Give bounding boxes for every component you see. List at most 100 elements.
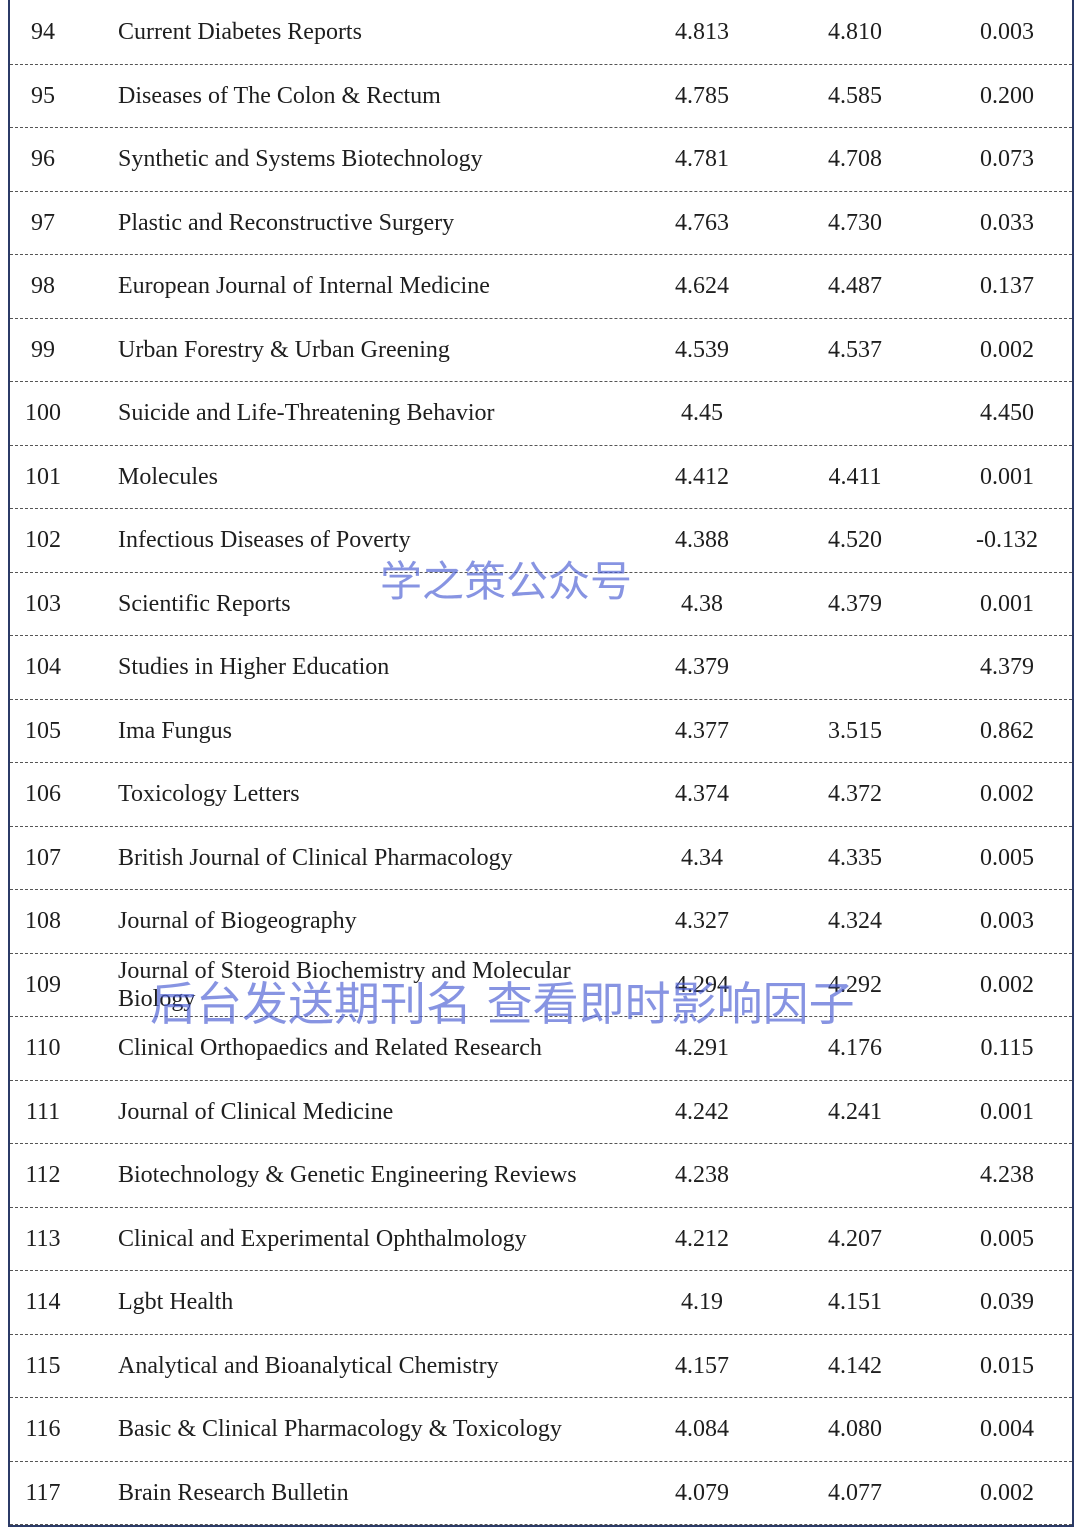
- rank: 104: [25, 654, 61, 680]
- journal-name: Studies in Higher Education: [118, 654, 390, 680]
- value-cell: 0.001: [980, 1098, 1034, 1125]
- rank: 94: [31, 19, 55, 45]
- table-row: 108 Journal of Biogeography 4.327 4.324 0.00…: [10, 890, 1072, 954]
- table-row: 97 Plastic and Reconstructive Surgery 4.76…: [10, 192, 1072, 255]
- table-row: 113 Clinical and Experimental Ophthalmolo…: [10, 1208, 1072, 1271]
- table-row: 96 Synthetic and Systems Biotechnology 4.7…: [10, 128, 1072, 192]
- journal-name: Clinical and Experimental Ophthalmology: [118, 1225, 527, 1252]
- journal-name: Ima Fungus: [118, 717, 232, 744]
- journal-name: Journal of Biogeography: [118, 908, 357, 934]
- value-cell: 4.379: [828, 590, 882, 617]
- rank: 117: [25, 1479, 61, 1506]
- value-cell: 4.292: [828, 971, 882, 998]
- rank: 97: [31, 209, 55, 236]
- journal-name: Basic & Clinical Pharmacology & Toxicolo…: [118, 1416, 562, 1442]
- journal-name: Toxicology Letters: [118, 781, 300, 807]
- value-cell: 0.002: [980, 781, 1034, 807]
- table-row: 107 British Journal of Clinical Pharmacol…: [10, 827, 1072, 890]
- journal-name: British Journal of Clinical Pharmacology: [118, 844, 513, 871]
- rank: 107: [25, 844, 61, 871]
- value-cell: 4.624: [675, 273, 729, 299]
- value-cell: 0.002: [980, 336, 1034, 363]
- journal-name: Journal of Clinical Medicine: [118, 1098, 394, 1125]
- value-cell: 4.487: [828, 273, 882, 299]
- table-row: 117 Brain Research Bulletin 4.079 4.077 0.00…: [10, 1462, 1072, 1525]
- value-cell: 4.450: [980, 400, 1034, 426]
- table-row: 99 Urban Forestry & Urban Greening 4.539 4.…: [10, 319, 1072, 382]
- rank: 116: [25, 1416, 61, 1442]
- rank: 114: [25, 1289, 61, 1315]
- value-cell: 4.079: [675, 1479, 729, 1506]
- value-cell: 0.039: [980, 1289, 1034, 1315]
- value-cell: 0.003: [980, 908, 1034, 934]
- table-row: 105 Ima Fungus 4.377 3.515 0.862: [10, 700, 1072, 763]
- journal-name: Current Diabetes Reports: [118, 19, 362, 45]
- value-cell: 0.002: [980, 1479, 1034, 1506]
- value-cell: 4.335: [828, 844, 882, 871]
- value-cell: 4.157: [675, 1352, 729, 1379]
- watermark: 学之策公众号: [380, 557, 633, 606]
- value-cell: 4.327: [675, 908, 729, 934]
- value-cell: 4.374: [675, 781, 729, 807]
- journal-name: Suicide and Life-Threatening Behavior: [118, 400, 495, 426]
- value-cell: 4.730: [828, 209, 882, 236]
- value-cell: 0.015: [980, 1352, 1034, 1379]
- journal-name: Molecules: [118, 463, 218, 490]
- value-cell: 0.005: [980, 1225, 1034, 1252]
- value-cell: 4.781: [675, 146, 729, 172]
- rank: 106: [25, 781, 61, 807]
- table-frame: [8, 0, 1074, 1527]
- value-cell: 4.19: [681, 1289, 723, 1315]
- value-cell: 4.412: [675, 463, 729, 490]
- table-row: 106 Toxicology Letters 4.374 4.372 0.002: [10, 763, 1072, 827]
- value-cell: 4.238: [675, 1162, 729, 1188]
- value-cell: 4.084: [675, 1416, 729, 1442]
- rank: 101: [25, 463, 61, 490]
- value-cell: 4.520: [828, 527, 882, 553]
- table-row: 110 Clinical Orthopaedics and Related Res…: [10, 1017, 1072, 1081]
- journal-name: European Journal of Internal Medicine: [118, 273, 490, 299]
- journal-name: Infectious Diseases of Poverty: [118, 527, 411, 553]
- value-cell: 4.379: [980, 654, 1034, 680]
- table-row: 94 Current Diabetes Reports 4.813 4.810 0.00…: [10, 1, 1072, 65]
- value-cell: 0.115: [980, 1035, 1034, 1061]
- value-cell: 4.38: [681, 590, 723, 617]
- table-row: 116 Basic & Clinical Pharmacology & Toxic…: [10, 1398, 1072, 1462]
- journal-name: Scientific Reports: [118, 590, 291, 617]
- value-cell: 4.080: [828, 1416, 882, 1442]
- table-row: 111 Journal of Clinical Medicine 4.242 4.24…: [10, 1081, 1072, 1144]
- value-cell: 0.033: [980, 209, 1034, 236]
- value-cell: 4.207: [828, 1225, 882, 1252]
- value-cell: 4.077: [828, 1479, 882, 1506]
- value-cell: 4.34: [681, 844, 723, 871]
- value-cell: 4.379: [675, 654, 729, 680]
- table-row: 98 European Journal of Internal Medicine 4…: [10, 255, 1072, 319]
- table-row: 95 Diseases of The Colon & Rectum 4.785 4.5…: [10, 65, 1072, 128]
- value-cell: 0.862: [980, 717, 1034, 744]
- value-cell: -0.132: [976, 527, 1038, 553]
- rank: 100: [25, 400, 61, 426]
- table-row: 114 Lgbt Health 4.19 4.151 0.039: [10, 1271, 1072, 1335]
- rank: 105: [25, 717, 61, 744]
- rank: 96: [31, 146, 55, 172]
- journal-name: Synthetic and Systems Biotechnology: [118, 146, 483, 172]
- value-cell: 0.004: [980, 1416, 1034, 1442]
- journal-name: Clinical Orthopaedics and Related Resear…: [118, 1035, 542, 1061]
- rank: 99: [31, 336, 55, 363]
- table-row: 100 Suicide and Life-Threatening Behavior…: [10, 382, 1072, 446]
- value-cell: 4.585: [828, 82, 882, 109]
- journal-name: Diseases of The Colon & Rectum: [118, 82, 441, 109]
- value-cell: 4.539: [675, 336, 729, 363]
- table-row: 109 Journal of Steroid Biochemistry and M…: [10, 954, 1072, 1017]
- rank: 103: [25, 590, 61, 617]
- value-cell: 3.515: [828, 717, 882, 744]
- value-cell: 4.291: [675, 1035, 729, 1061]
- journal-name: Lgbt Health: [118, 1289, 234, 1315]
- value-cell: 4.241: [828, 1098, 882, 1125]
- rank: 111: [25, 1098, 61, 1125]
- rank: 108: [25, 908, 61, 934]
- table-row: 115 Analytical and Bioanalytical Chemistr…: [10, 1335, 1072, 1398]
- value-cell: 4.763: [675, 209, 729, 236]
- value-cell: 4.176: [828, 1035, 882, 1061]
